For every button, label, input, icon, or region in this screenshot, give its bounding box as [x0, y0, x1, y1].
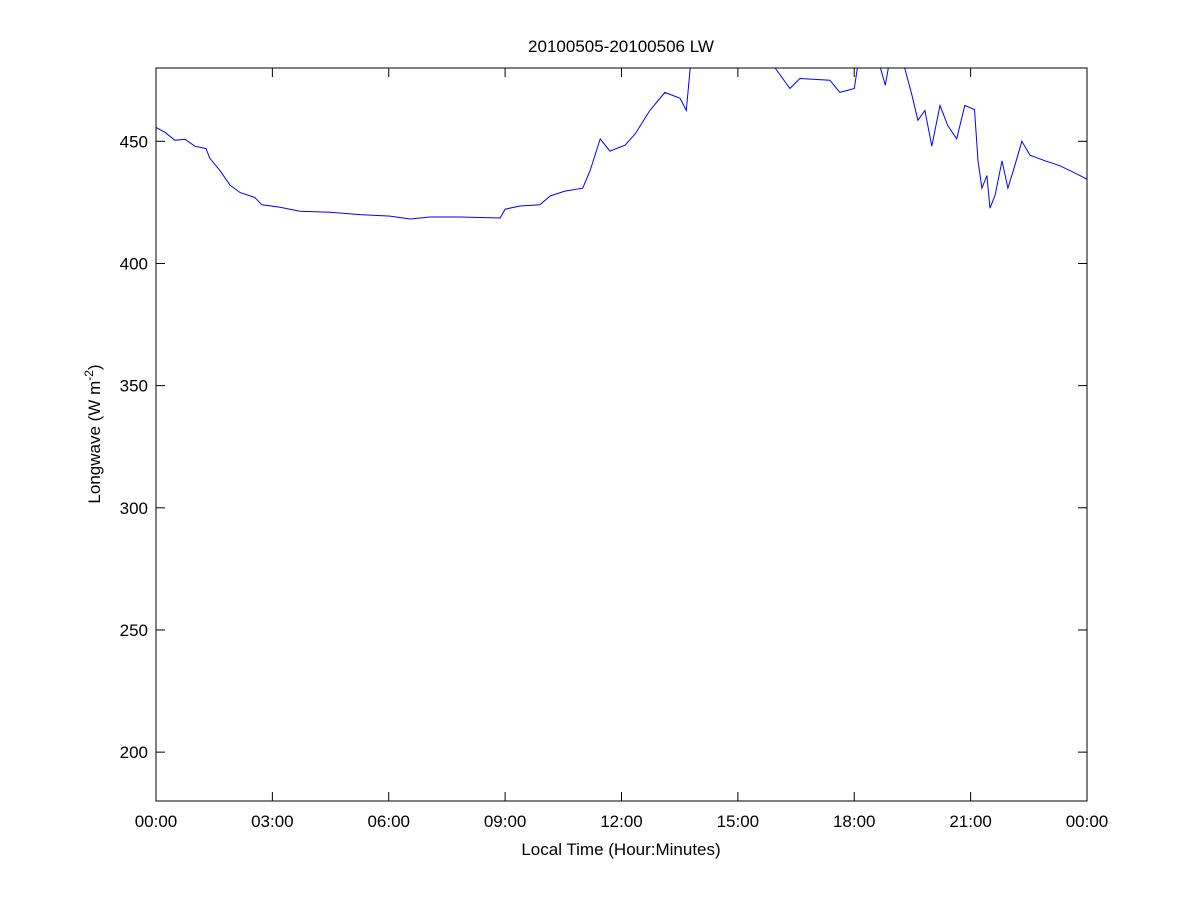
y-tick-label: 450: [120, 132, 148, 151]
y-axis-label-main: Longwave (W m: [85, 381, 104, 504]
y-tick-label: 350: [120, 377, 148, 396]
y-axis-label: Longwave (W m-2): [82, 364, 104, 503]
x-tick-label: 09:00: [484, 812, 527, 831]
y-axis-label-superscript: -2: [82, 370, 96, 381]
x-tick-label: 00:00: [1066, 812, 1109, 831]
y-tick-label: 250: [120, 621, 148, 640]
x-tick-label: 06:00: [367, 812, 410, 831]
x-tick-label: 18:00: [833, 812, 876, 831]
plot-frame: [155, 67, 1088, 802]
x-tick-label: 12:00: [600, 812, 643, 831]
x-tick-label: 15:00: [717, 812, 760, 831]
x-tick-label: 03:00: [251, 812, 294, 831]
chart-title: 20100505-20100506 LW: [528, 37, 714, 56]
x-tick-label: 00:00: [135, 812, 178, 831]
y-tick-label: 300: [120, 499, 148, 518]
series-line: [156, 68, 1087, 220]
y-axis-label-suffix: ): [85, 364, 104, 370]
y-tick-label: 400: [120, 254, 148, 273]
y-tick-label: 200: [120, 743, 148, 762]
x-axis-label: Local Time (Hour:Minutes): [521, 840, 720, 859]
x-tick-label: 21:00: [949, 812, 992, 831]
